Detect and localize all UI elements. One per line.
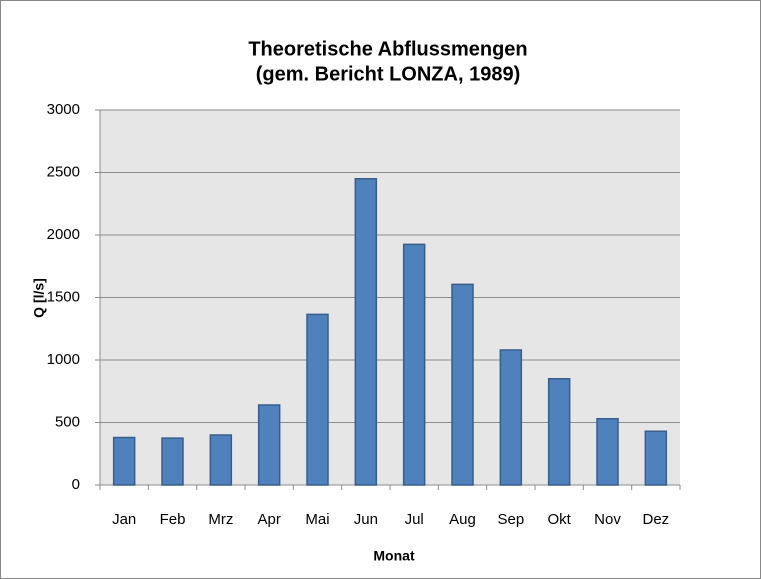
bar	[644, 430, 668, 486]
bar	[306, 313, 329, 486]
y-tick-label: 2000	[47, 226, 80, 243]
x-tick-label: Jul	[405, 511, 424, 528]
bar	[451, 283, 474, 486]
x-tick-label: Mrz	[208, 511, 233, 528]
bar	[161, 437, 184, 486]
y-tick-label: 0	[72, 476, 80, 493]
bar	[257, 404, 281, 486]
y-axis-title: Q [l/s]	[31, 278, 47, 318]
x-tick-label: Mai	[305, 511, 329, 528]
bar	[547, 378, 571, 486]
bar	[402, 243, 426, 486]
x-tick-label: Sep	[497, 511, 524, 528]
y-tick-label: 2500	[47, 163, 80, 180]
x-tick-label: Dez	[642, 511, 669, 528]
bar	[209, 434, 233, 486]
x-tick-label: Jan	[112, 511, 136, 528]
x-tick-label: Nov	[594, 511, 621, 528]
chart-title: Theoretische Abflussmengen	[248, 38, 527, 60]
x-tick-label: Feb	[160, 511, 186, 528]
bar	[354, 178, 378, 486]
bar	[596, 418, 619, 486]
x-tick-label: Aug	[449, 511, 476, 528]
x-tick-label: Apr	[257, 511, 280, 528]
y-tick-label: 500	[55, 413, 80, 430]
bar	[112, 436, 136, 486]
x-tick-label: Okt	[547, 511, 571, 528]
y-tick-label: 3000	[47, 101, 80, 118]
bar	[499, 349, 523, 486]
x-tick-label: Jun	[354, 511, 378, 528]
y-tick-label: 1500	[47, 288, 80, 305]
chart-title: (gem. Bericht LONZA, 1989)	[256, 63, 521, 85]
y-tick-label: 1000	[47, 351, 80, 368]
x-axis-title: Monat	[373, 548, 415, 564]
